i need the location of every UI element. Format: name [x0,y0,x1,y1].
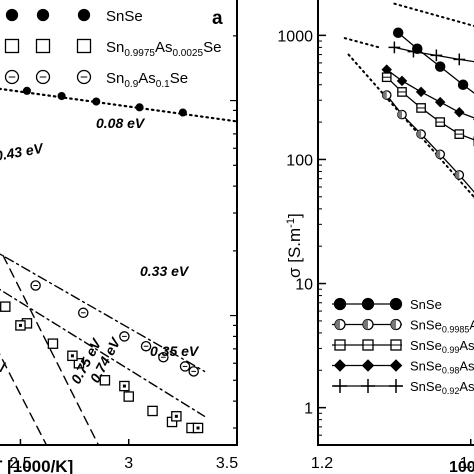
left-plot-frame [0,0,238,446]
left-fit-lines [0,87,237,445]
left-legend-label-sn09975: Sn0.9975As0.0025Se [106,39,221,59]
right-legend-label-1: SnSe0.9985As [410,318,474,335]
left-series-0-point-4 [57,91,66,101]
right-legend-label-0: SnSe [410,297,442,312]
left-series-0-point-7 [178,108,187,117]
right-legend-marker-3-2 [389,359,403,372]
left-series-2-point-5 [47,338,59,349]
right-axis-ticks: 1 10 100 1000 1.2 1.6 [277,28,474,472]
left-legend-marker-0-0 [5,8,19,22]
left-data-markers [0,86,204,434]
left-legend: SnSe Sn0.9975As0.0025Se Sn0.9As0.1Se [4,8,221,90]
right-series-4-point-0-half [382,90,387,100]
right-legend-marker-1-2-half [391,319,396,330]
left-series-2-point-7 [99,375,111,386]
right-series-0-point-2 [434,61,446,72]
left-xtick-label-0: 2.5 [9,455,31,472]
right-y-axis-label: σ [S.m-1] [285,213,304,278]
right-series-4-point-1-half [397,110,402,119]
right-series-2-point-3 [434,96,446,108]
right-legend-marker-3-0 [333,359,347,372]
fit-label-043: 0.43 eV [0,140,46,164]
panel-left: 2.5 3 3.5 a SnSe Sn0.9975As0.0025Se Sn0.9A… [0,0,238,474]
right-legend-marker-0-0 [333,297,347,311]
left-legend-marker-1-0 [4,38,20,54]
left-series-2-point-8 [123,391,134,402]
right-legend-marker-3-1 [361,359,375,372]
right-fit-lines [343,2,474,199]
right-legend-marker-1-1-half [363,319,368,330]
right-series-2-point-2 [415,86,427,98]
left-fit-line-4 [2,254,100,445]
left-axis-ticks: 2.5 3 3.5 [9,35,238,472]
right-fit-line-0 [393,2,474,27]
left-xtick-label-2: 3.5 [216,455,238,472]
right-series-4-point-3-half [435,150,441,159]
left-fit-line-2 [0,253,206,373]
right-ytick-label-2: 100 [286,152,313,169]
left-fit-labels: 0.08 eV 0.43 eV 0.33 eV 0.35 eV 0.74 eV … [0,115,200,386]
right-x-axis-label: 100 [449,459,474,474]
right-legend-marker-1-0-half [335,319,340,330]
left-fit-line-0 [0,87,237,123]
right-series-2-point-4 [454,107,465,118]
right-ytick-label-1: 10 [295,277,313,294]
right-series-2-point-0 [381,64,392,75]
right-fit-line-2 [343,37,381,49]
fit-label-035: 0.35 eV [150,343,200,359]
right-xtick-label-0: 1.2 [311,455,333,472]
left-series-3-point-1-dot [18,323,22,327]
left-series-3-point-2-dot [70,354,74,358]
right-ytick-label-3: 1000 [277,28,313,45]
left-series-3-point-3-dot [122,384,126,388]
panel-label-a: a [212,8,223,29]
right-legend-label-3: SnSe0.98As [410,359,474,376]
fit-label-008: 0.08 eV [96,115,146,131]
left-series-2-point-3 [0,301,11,312]
left-series-0-point-6 [135,103,144,112]
right-series-4-point-2-half [416,129,422,139]
fit-label-033: 0.33 eV [140,263,190,279]
right-data-markers [381,27,474,199]
right-xtick-label-1: 1.6 [460,455,474,472]
right-series-4-point-4-half [455,170,460,180]
left-legend-marker-0-2 [77,8,91,22]
fit-label-cutoff-v: V [0,359,7,375]
left-series-0-point-3 [22,86,31,95]
left-series-0-point-5 [92,97,101,106]
left-legend-marker-1-1 [35,38,51,54]
left-legend-marker-0-1 [36,8,50,22]
left-series-2-point-9 [147,405,158,417]
left-legend-marker-1-2 [76,38,92,54]
left-xtick-label-1: 3 [124,455,133,472]
panel-right: 1 10 100 1000 1.2 1.6 σ [S.m-1] SnSe SnSe0.998… [277,0,474,474]
right-series-2-point-1 [396,75,408,87]
right-legend-marker-0-2 [389,297,403,311]
left-legend-label-sn09: Sn0.9As0.1Se [106,70,188,90]
left-series-3-point-4-dot [174,414,178,418]
right-legend: SnSe SnSe0.9985As SnSe0.99As SnSe0.98As SnSe… [332,297,474,396]
right-fit-line-1 [347,53,474,199]
left-legend-label-snse: SnSe [106,8,143,25]
left-fit-line-5 [0,353,48,445]
left-x-axis-label: T [1000/K] [0,457,73,474]
right-series-0-point-3 [457,79,469,90]
right-series-0-point-0 [392,27,404,38]
right-legend-marker-0-1 [361,297,375,311]
left-series-3-point-5-dot [196,426,200,430]
right-legend-label-2: SnSe0.99As [410,338,474,355]
left-series-2-point-6 [73,358,85,369]
right-legend-label-4: SnSe0.92As [410,379,474,396]
left-fit-line-3 [0,288,206,417]
right-ytick-label-0: 1 [304,401,313,418]
right-plot-frame [317,0,474,446]
